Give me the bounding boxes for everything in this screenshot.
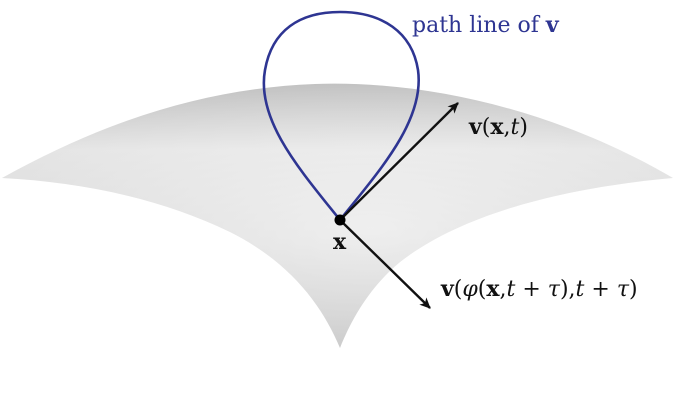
- path-line-curve: [262, 10, 421, 223]
- point-x-marker: [334, 214, 346, 226]
- velocity-later-label: v(φ(x,t + τ),t + τ): [440, 276, 638, 302]
- velocity-now-label: v(x,t): [468, 114, 528, 140]
- velocity-arrow-later: [339, 219, 431, 309]
- point-x-label: x: [333, 229, 347, 255]
- velocity-arrow-now: [339, 102, 459, 221]
- path-line-label: path line of v: [412, 12, 560, 38]
